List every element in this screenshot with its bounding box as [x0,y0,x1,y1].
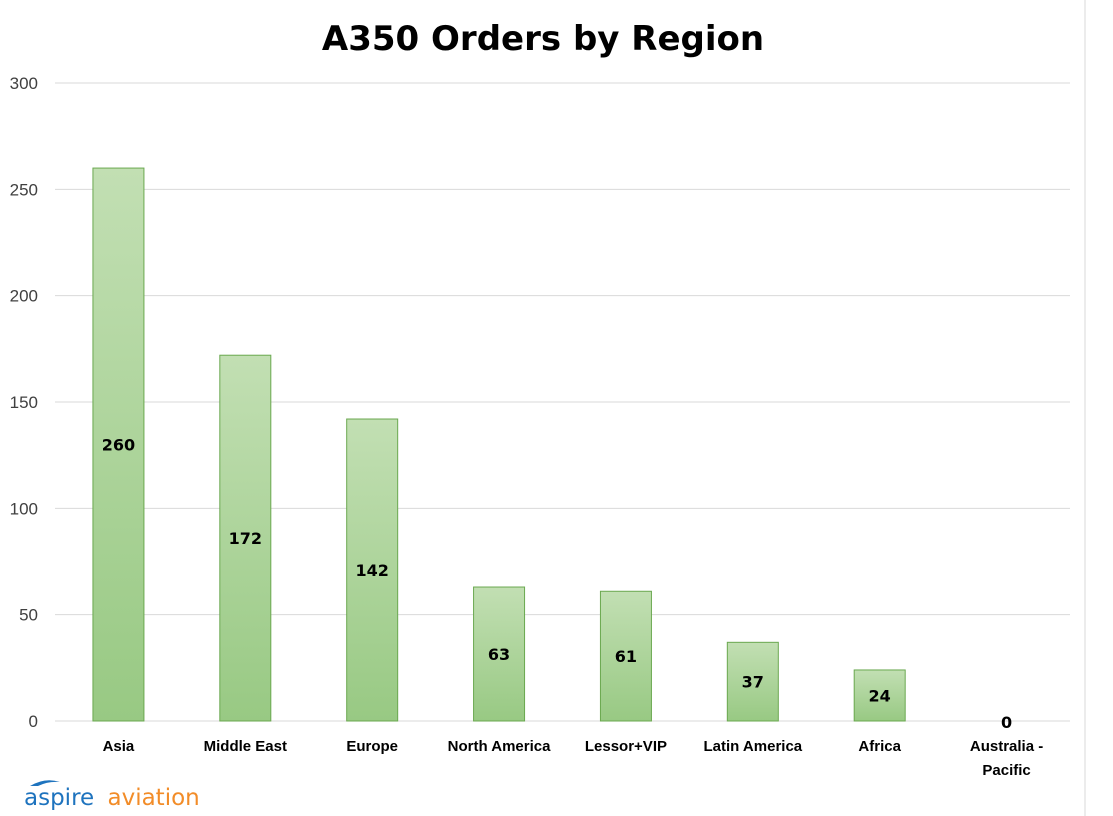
bar-europe [346,418,399,722]
x-tick-label: North America [448,738,551,755]
y-tick-label: 300 [10,74,38,93]
y-tick-label: 200 [10,287,38,306]
data-label: 61 [615,647,637,666]
x-tick-label: Lessor+VIP [585,738,667,755]
data-label: 0 [1001,713,1012,732]
bars [92,167,906,722]
bar-asia [92,167,145,722]
bar-lessor-vip [599,590,652,722]
x-tick-label: Australia -Pacific [970,738,1043,779]
x-tick-label: Africa [858,738,901,755]
data-label: 142 [355,561,388,580]
y-tick-label: 250 [10,180,38,199]
y-tick-label: 150 [10,393,38,412]
aspire-aviation-logo: aspire aviation [24,780,200,811]
data-label: 63 [488,645,510,664]
y-tick-label: 0 [29,712,38,731]
x-tick-label: Latin America [703,738,802,755]
y-tick-label: 50 [19,606,38,625]
bar-north-america [473,586,526,722]
data-label: 37 [742,673,764,692]
bar-latin-america [726,641,779,722]
data-label: 24 [869,686,891,705]
logo-text-aspire: aspire [24,785,94,811]
data-label: 260 [102,436,135,455]
chart-title: A350 Orders by Region [322,19,764,59]
x-tick-label: Middle East [204,738,287,755]
y-tick-label: 100 [10,499,38,518]
bar-middle-east [219,354,272,722]
y-axis: 0 50 100 150 200 250 300 [10,74,38,731]
x-tick-label: Europe [346,738,398,755]
data-label: 172 [229,529,262,548]
data-labels: 260 172 142 63 61 37 24 0 [102,436,1012,732]
x-tick-label: Asia [103,738,135,755]
bar-africa [853,669,906,722]
logo-text-aviation: aviation [107,785,199,811]
x-axis: Asia Middle East Europe North America Lessor… [103,738,1044,779]
svg-text:aspire aviation: aspire aviation [24,785,200,811]
gridlines [55,82,1070,722]
logo-wing-icon [30,780,60,786]
